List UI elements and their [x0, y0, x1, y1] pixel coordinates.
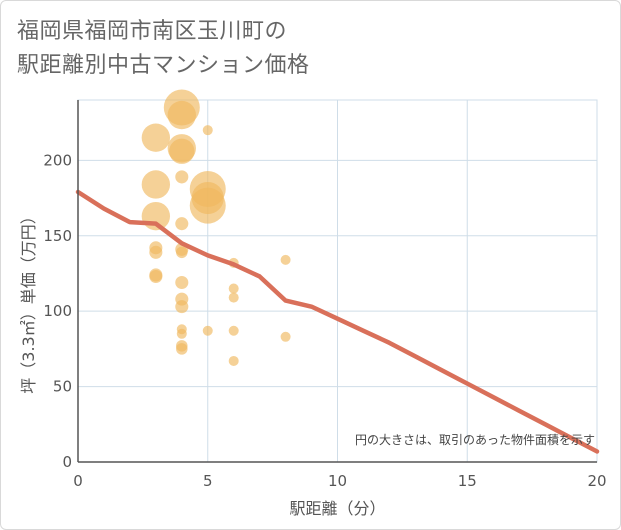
- x-axis-title: 駅距離（分）: [289, 499, 385, 518]
- data-bubble: [175, 170, 189, 184]
- x-tick-label: 10: [328, 472, 347, 490]
- trend-line-layer: [75, 189, 600, 454]
- chart-note: 円の大きさは、取引のあった物件面積を示す: [355, 432, 595, 447]
- trend-line: [75, 189, 600, 454]
- data-bubble: [189, 187, 226, 224]
- data-bubble: [141, 170, 171, 199]
- data-bubble: [280, 254, 291, 265]
- y-tick-label: 50: [53, 378, 72, 396]
- chart-title: 福岡県福岡市南区玉川町の 駅距離別中古マンション価格: [17, 19, 310, 78]
- data-bubble: [175, 275, 189, 290]
- data-bubble: [176, 246, 188, 259]
- data-bubble: [149, 269, 163, 284]
- data-bubble: [141, 123, 171, 152]
- data-bubble: [202, 325, 213, 336]
- y-tick-label: 100: [43, 302, 72, 320]
- x-tick-label: 5: [203, 472, 213, 490]
- data-bubble: [149, 245, 163, 259]
- x-tick-label: 0: [73, 472, 83, 490]
- axes: 0 50 100 150 200 0 5 10 15 20: [43, 100, 607, 490]
- data-bubble: [175, 217, 189, 231]
- data-bubble: [228, 283, 239, 294]
- x-tick-label: 20: [587, 472, 606, 490]
- data-bubble: [228, 325, 239, 336]
- y-tick-label: 200: [43, 151, 72, 169]
- y-axis-title: 坪（3.3㎡）単価（万円）: [19, 208, 38, 393]
- data-bubble: [280, 331, 291, 342]
- data-bubble: [228, 355, 239, 366]
- data-bubble: [175, 300, 189, 314]
- data-bubble: [202, 125, 213, 136]
- x-tick-label: 15: [458, 472, 477, 490]
- data-bubble: [169, 138, 195, 164]
- y-tick-label: 0: [62, 453, 72, 471]
- grid: [77, 99, 598, 463]
- data-bubble: [176, 343, 188, 355]
- y-tick-label: 150: [43, 227, 72, 245]
- bubble-layer: [141, 89, 291, 366]
- data-bubble: [167, 100, 196, 130]
- data-bubble: [228, 292, 239, 303]
- data-bubble: [176, 328, 187, 339]
